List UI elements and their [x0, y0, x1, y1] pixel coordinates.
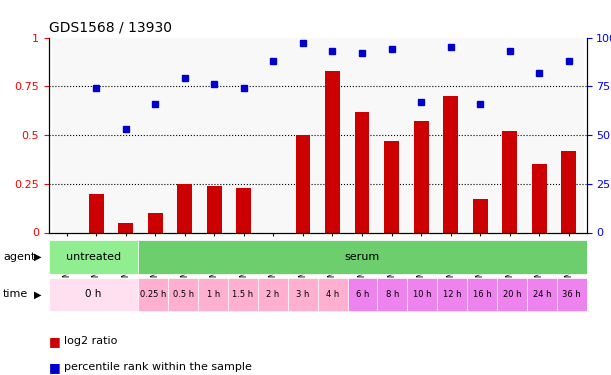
FancyBboxPatch shape	[497, 278, 527, 311]
Text: ▶: ▶	[34, 290, 41, 299]
Text: 0.5 h: 0.5 h	[173, 290, 194, 299]
Bar	[148, 213, 163, 232]
FancyBboxPatch shape	[49, 278, 139, 311]
Text: 16 h: 16 h	[473, 290, 491, 299]
Text: ▶: ▶	[34, 252, 41, 262]
Bar	[288, 38, 318, 232]
Bar	[347, 38, 377, 232]
Bar	[414, 122, 428, 232]
FancyBboxPatch shape	[437, 278, 467, 311]
Bar	[466, 38, 495, 232]
Bar	[258, 38, 288, 232]
FancyBboxPatch shape	[527, 278, 557, 311]
Bar	[177, 184, 192, 232]
Text: 8 h: 8 h	[386, 290, 399, 299]
Bar	[318, 38, 347, 232]
Bar	[141, 38, 170, 232]
FancyBboxPatch shape	[408, 278, 437, 311]
Bar	[325, 70, 340, 232]
Text: 10 h: 10 h	[413, 290, 431, 299]
Bar	[111, 38, 141, 232]
Text: log2 ratio: log2 ratio	[64, 336, 117, 346]
Bar	[562, 151, 576, 232]
Bar	[89, 194, 103, 232]
Text: time: time	[3, 290, 28, 299]
Bar	[554, 38, 584, 232]
FancyBboxPatch shape	[467, 278, 497, 311]
Bar	[236, 188, 251, 232]
FancyBboxPatch shape	[169, 278, 198, 311]
Text: 36 h: 36 h	[562, 290, 581, 299]
Bar	[524, 38, 554, 232]
FancyBboxPatch shape	[49, 240, 139, 274]
Bar	[495, 38, 524, 232]
Text: 0.25 h: 0.25 h	[141, 290, 167, 299]
Text: 3 h: 3 h	[296, 290, 310, 299]
FancyBboxPatch shape	[348, 278, 378, 311]
Text: ■: ■	[49, 361, 60, 374]
Text: 6 h: 6 h	[356, 290, 369, 299]
FancyBboxPatch shape	[139, 240, 587, 274]
Text: 0 h: 0 h	[86, 290, 102, 299]
FancyBboxPatch shape	[318, 278, 348, 311]
Text: ■: ■	[49, 335, 60, 348]
Bar	[436, 38, 466, 232]
Bar	[207, 186, 222, 232]
FancyBboxPatch shape	[228, 278, 258, 311]
Text: 2 h: 2 h	[266, 290, 280, 299]
Bar	[502, 131, 517, 232]
FancyBboxPatch shape	[258, 278, 288, 311]
Text: 24 h: 24 h	[533, 290, 551, 299]
Bar	[229, 38, 258, 232]
FancyBboxPatch shape	[378, 278, 408, 311]
Text: agent: agent	[3, 252, 35, 262]
FancyBboxPatch shape	[198, 278, 228, 311]
Bar	[377, 38, 406, 232]
FancyBboxPatch shape	[139, 278, 169, 311]
Bar	[443, 96, 458, 232]
FancyBboxPatch shape	[557, 278, 587, 311]
Text: 4 h: 4 h	[326, 290, 339, 299]
Bar	[81, 38, 111, 232]
Text: 1 h: 1 h	[207, 290, 220, 299]
Bar	[406, 38, 436, 232]
Bar	[384, 141, 399, 232]
FancyBboxPatch shape	[288, 278, 318, 311]
Text: 20 h: 20 h	[503, 290, 521, 299]
Text: percentile rank within the sample: percentile rank within the sample	[64, 363, 252, 372]
Bar	[170, 38, 200, 232]
Text: untreated: untreated	[66, 252, 121, 262]
Text: serum: serum	[345, 252, 380, 262]
Bar	[354, 112, 370, 232]
Text: 1.5 h: 1.5 h	[232, 290, 254, 299]
Bar	[200, 38, 229, 232]
Bar	[119, 223, 133, 232]
Text: 12 h: 12 h	[443, 290, 461, 299]
Bar	[473, 200, 488, 232]
Bar	[296, 135, 310, 232]
Text: GDS1568 / 13930: GDS1568 / 13930	[49, 21, 172, 35]
Bar	[532, 164, 547, 232]
Bar	[52, 38, 81, 232]
